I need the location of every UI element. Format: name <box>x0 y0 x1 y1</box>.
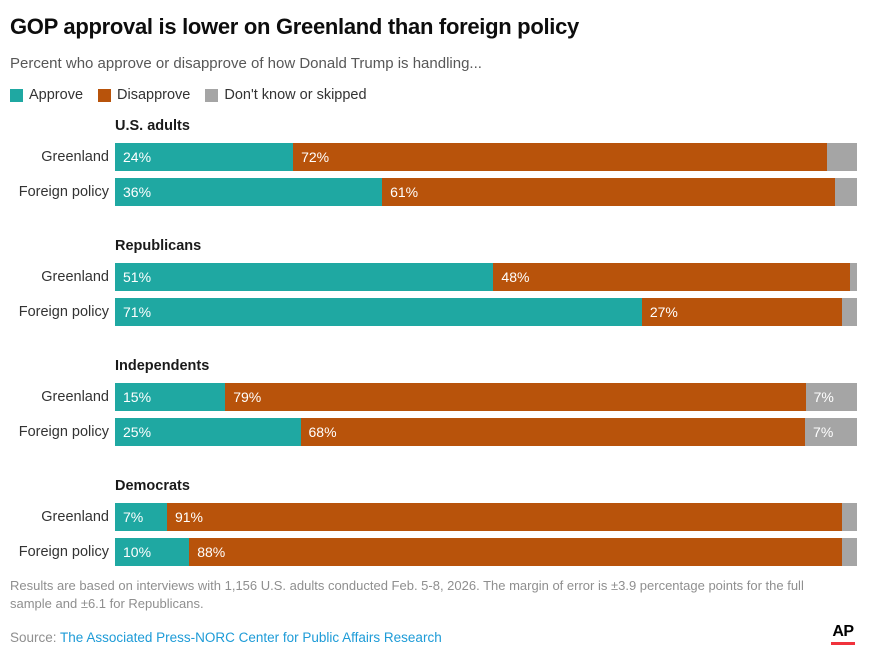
segment-value: 7% <box>813 389 834 405</box>
source-row: Source: The Associated Press-NORC Center… <box>10 623 857 645</box>
bar-row: Foreign policy 71% 27% <box>10 298 857 326</box>
row-label: Greenland <box>41 269 109 285</box>
chart-group: Independents Greenland 15% 79% 7% Foreign pol… <box>10 357 857 446</box>
disapprove-segment: 91% <box>166 503 843 531</box>
row-label: Foreign policy <box>18 304 109 320</box>
dont-know-segment: 7% <box>805 383 857 411</box>
segment-value: 36% <box>123 184 152 200</box>
approve-segment: 51% <box>115 263 494 291</box>
segment-value: 7% <box>123 509 144 525</box>
stacked-bar: 7% 91% <box>115 503 857 531</box>
chart-group: Democrats Greenland 7% 91% Foreign policy 10%… <box>10 477 857 566</box>
row-label: Greenland <box>41 149 109 165</box>
approve-segment: 25% <box>115 418 301 446</box>
segment-value: 51% <box>123 269 152 285</box>
segment-value: 48% <box>501 269 530 285</box>
disapprove-swatch-icon <box>98 88 112 102</box>
legend-item-approve: Approve <box>10 87 83 103</box>
disapprove-segment: 72% <box>293 143 828 171</box>
dont-know-segment <box>834 178 857 206</box>
chart-subtitle: Percent who approve or disapprove of how… <box>10 55 482 72</box>
approve-segment: 36% <box>115 178 383 206</box>
bar-row: Greenland 51% 48% <box>10 263 857 291</box>
segment-value: 61% <box>390 184 419 200</box>
segment-value: 24% <box>123 149 152 165</box>
legend-item-dont-know: Don't know or skipped <box>205 87 367 103</box>
dont-know-segment <box>849 263 857 291</box>
dont-know-segment <box>842 503 857 531</box>
approve-segment: 7% <box>115 503 167 531</box>
group-title: U.S. adults <box>115 118 190 134</box>
bar-row: Greenland 15% 79% 7% <box>10 383 857 411</box>
stacked-bar: 15% 79% 7% <box>115 383 857 411</box>
segment-value: 91% <box>174 509 203 525</box>
group-title: Democrats <box>115 478 190 494</box>
ap-logo-text: AP <box>832 622 854 640</box>
chart-group: Republicans Greenland 51% 48% Foreign policy… <box>10 237 857 326</box>
segment-value: 15% <box>123 389 152 405</box>
legend-item-disapprove: Disapprove <box>98 87 190 103</box>
approve-segment: 24% <box>115 143 294 171</box>
bar-row: Foreign policy 36% 61% <box>10 178 857 206</box>
segment-value: 27% <box>649 304 678 320</box>
stacked-bar: 36% 61% <box>115 178 857 206</box>
source-line: Source: The Associated Press-NORC Center… <box>10 630 442 645</box>
bar-row: Foreign policy 25% 68% 7% <box>10 418 857 446</box>
dont-know-segment <box>842 298 857 326</box>
dont-know-swatch-icon <box>205 88 219 102</box>
ap-logo-underline <box>831 641 855 645</box>
stacked-bar: 51% 48% <box>115 263 857 291</box>
row-label: Foreign policy <box>18 544 109 560</box>
approve-segment: 10% <box>115 538 190 566</box>
disapprove-segment: 79% <box>225 383 806 411</box>
dont-know-segment <box>827 143 857 171</box>
source-link[interactable]: The Associated Press-NORC Center for Pub… <box>60 629 442 645</box>
source-label: Source: <box>10 629 61 645</box>
row-label: Foreign policy <box>18 184 109 200</box>
stacked-bar: 71% 27% <box>115 298 857 326</box>
segment-value: 71% <box>123 304 152 320</box>
segment-value: 88% <box>197 544 226 560</box>
stacked-bar: 25% 68% 7% <box>115 418 857 446</box>
segment-value: 72% <box>301 149 330 165</box>
approve-segment: 71% <box>115 298 642 326</box>
stacked-bar: 24% 72% <box>115 143 857 171</box>
bar-chart: U.S. adults Greenland 24% 72% Foreign policy… <box>10 117 857 566</box>
segment-value: 25% <box>123 424 152 440</box>
disapprove-segment: 27% <box>641 298 843 326</box>
group-title: Independents <box>115 358 210 374</box>
segment-value: 10% <box>123 544 152 560</box>
disapprove-segment: 68% <box>300 418 806 446</box>
bar-row: Greenland 24% 72% <box>10 143 857 171</box>
legend: Approve Disapprove Don't know or skipped <box>10 87 857 103</box>
chart-title: GOP approval is lower on Greenland than … <box>10 14 579 39</box>
segment-value: 68% <box>308 424 337 440</box>
row-label: Foreign policy <box>18 424 109 440</box>
dont-know-segment <box>842 538 857 566</box>
disapprove-segment: 48% <box>493 263 850 291</box>
row-label: Greenland <box>41 389 109 405</box>
disapprove-segment: 61% <box>382 178 835 206</box>
chart-group: U.S. adults Greenland 24% 72% Foreign policy… <box>10 117 857 206</box>
methodology-note: Results are based on interviews with 1,1… <box>10 578 804 612</box>
stacked-bar: 10% 88% <box>115 538 857 566</box>
dont-know-segment: 7% <box>805 418 857 446</box>
bar-row: Greenland 7% 91% <box>10 503 857 531</box>
group-title: Republicans <box>115 238 202 254</box>
segment-value: 7% <box>813 424 834 440</box>
legend-label-approve: Approve <box>29 87 84 103</box>
bar-row: Foreign policy 10% 88% <box>10 538 857 566</box>
segment-value: 79% <box>233 389 262 405</box>
approve-swatch-icon <box>10 88 23 102</box>
disapprove-segment: 88% <box>189 538 843 566</box>
legend-label-dont-know: Don't know or skipped <box>224 87 367 103</box>
legend-label-disapprove: Disapprove <box>117 87 191 103</box>
approve-segment: 15% <box>115 383 226 411</box>
ap-logo: AP <box>831 623 855 645</box>
row-label: Greenland <box>41 509 109 525</box>
footer: Results are based on interviews with 1,1… <box>10 577 857 645</box>
